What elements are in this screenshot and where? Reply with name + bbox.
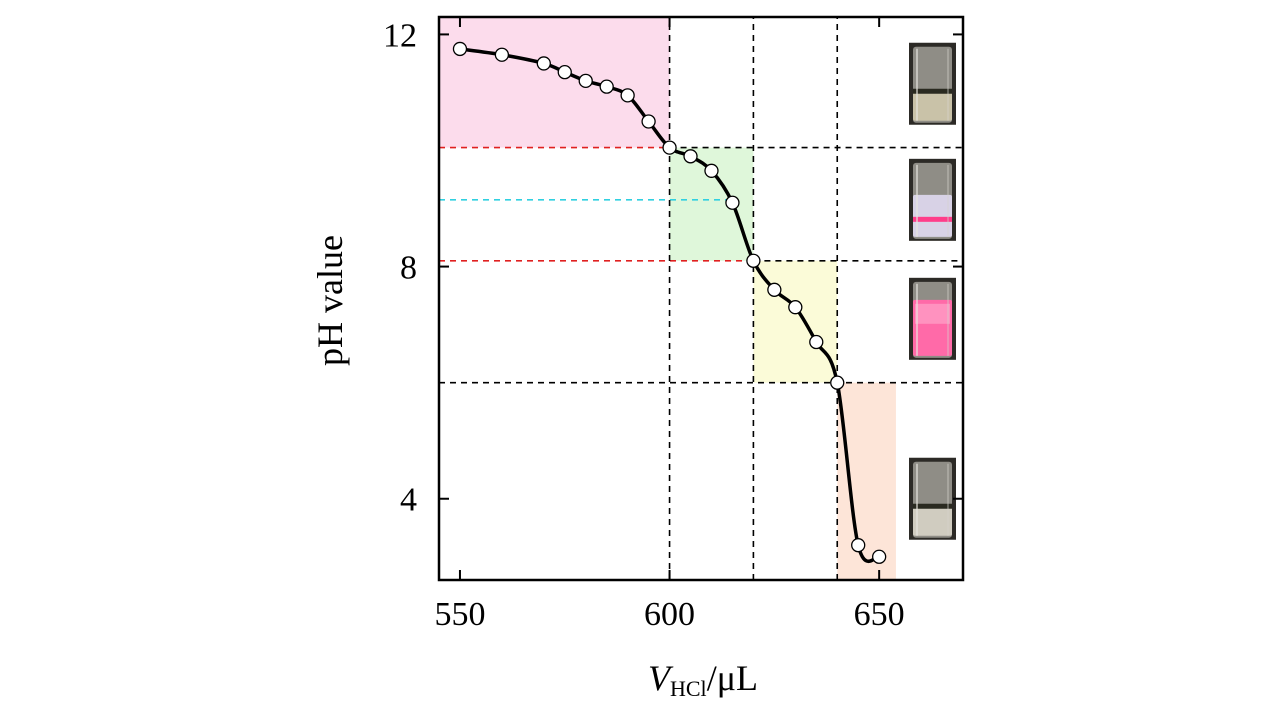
y-tick-label: 4 bbox=[400, 482, 417, 519]
region-orange bbox=[837, 382, 896, 580]
data-point bbox=[851, 538, 866, 553]
reference-lines bbox=[439, 17, 963, 580]
data-point bbox=[767, 282, 782, 297]
data-point bbox=[557, 64, 572, 80]
vial-band bbox=[913, 216, 952, 222]
vial-meniscus bbox=[913, 503, 952, 509]
data-point bbox=[599, 79, 614, 94]
data-point bbox=[872, 549, 887, 564]
axis-ticks: 550 600 650 4 8 12 bbox=[383, 17, 963, 633]
y-tick-label: 12 bbox=[383, 17, 417, 54]
x-tick-label: 550 bbox=[434, 596, 485, 633]
data-series bbox=[452, 41, 887, 564]
vial-pink-full-icon bbox=[909, 277, 956, 360]
data-point bbox=[452, 41, 468, 57]
y-axis-title: pH value bbox=[310, 235, 350, 366]
data-point bbox=[830, 375, 845, 390]
vial-liquid bbox=[913, 194, 952, 237]
vial-pink-band-icon bbox=[909, 158, 956, 241]
data-point bbox=[620, 88, 635, 103]
data-point bbox=[683, 149, 698, 164]
x-axis-title-unit: /μL bbox=[707, 658, 758, 698]
region-pink bbox=[439, 17, 670, 148]
vial-clear-bottom-icon bbox=[909, 457, 956, 540]
data-point bbox=[704, 163, 719, 178]
vial-photos bbox=[909, 42, 956, 540]
vial-highlight bbox=[915, 303, 950, 324]
vial-clear-top-icon bbox=[909, 42, 956, 125]
x-axis-title: VHCl/μL bbox=[648, 658, 758, 701]
data-point bbox=[725, 195, 740, 210]
data-point bbox=[641, 114, 656, 129]
vial-liquid bbox=[913, 505, 952, 536]
data-point bbox=[746, 253, 761, 268]
x-tick-label: 600 bbox=[644, 596, 695, 633]
data-point bbox=[578, 73, 593, 88]
x-axis-title-subscript: HCl bbox=[670, 676, 707, 701]
data-point bbox=[788, 300, 803, 315]
data-point bbox=[536, 56, 551, 71]
x-axis-title-main: V bbox=[648, 658, 674, 698]
data-point bbox=[662, 140, 677, 155]
data-point bbox=[809, 334, 824, 350]
vial-liquid bbox=[913, 90, 952, 121]
y-tick-label: 8 bbox=[400, 250, 417, 287]
data-point bbox=[494, 47, 510, 62]
vial-meniscus bbox=[913, 88, 952, 94]
shaded-regions bbox=[439, 17, 896, 580]
plot-frame bbox=[437, 15, 965, 582]
x-tick-label: 650 bbox=[854, 596, 905, 633]
